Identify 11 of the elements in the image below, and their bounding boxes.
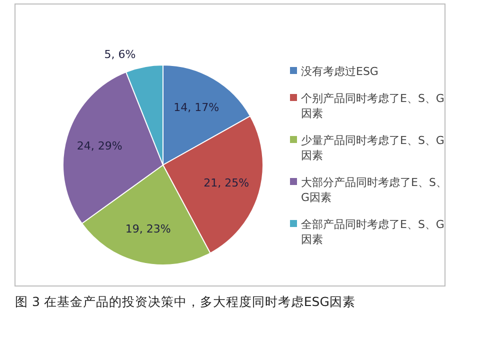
legend-label: 没有考虑过ESG (301, 65, 378, 78)
data-label: 24, 29% (76, 140, 122, 153)
caption: 图 3 在基金产品的投资决策中，多大程度同时考虑ESG因素 (15, 294, 356, 309)
legend-label: 少量产品同时考虑了E、S、G因素 (301, 134, 444, 162)
legend-label: 全部产品同时考虑了E、S、G因素 (301, 218, 444, 246)
legend-label: 个别产品同时考虑了E、S、G因素 (301, 92, 444, 120)
data-label: 21, 25% (204, 176, 250, 190)
data-label: 14, 17% (174, 101, 220, 114)
legend-label: 大部分产品同时考虑了E、S、G因素 (301, 176, 447, 204)
data-label: 5, 6% (104, 48, 136, 62)
data-label: 19, 23% (125, 222, 171, 236)
